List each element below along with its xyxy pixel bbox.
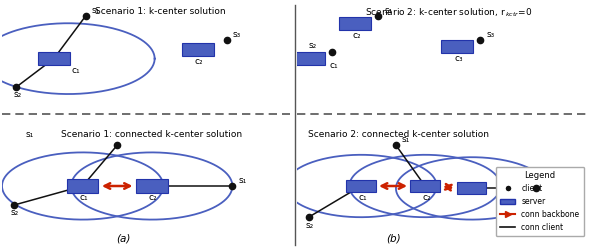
Text: c₁: c₁ <box>80 192 88 202</box>
Text: c₂: c₂ <box>149 192 158 202</box>
Text: s₃: s₃ <box>542 178 550 187</box>
Text: Scenario 1: k-center solution: Scenario 1: k-center solution <box>95 7 226 16</box>
Bar <box>182 43 214 56</box>
Text: c₂: c₂ <box>195 57 204 66</box>
Text: s₂: s₂ <box>306 222 314 230</box>
Text: s₁: s₁ <box>402 135 410 144</box>
Text: (b): (b) <box>386 234 401 243</box>
Text: c₁: c₁ <box>329 62 337 70</box>
Bar <box>346 180 376 192</box>
Text: c₂: c₂ <box>352 31 361 40</box>
Bar <box>411 180 440 192</box>
Text: s₁: s₁ <box>238 176 247 185</box>
Bar <box>339 17 371 30</box>
Bar <box>293 52 324 65</box>
Bar <box>38 52 70 65</box>
Text: s₂: s₂ <box>14 90 22 99</box>
Text: (a): (a) <box>116 234 130 243</box>
Bar <box>441 40 473 53</box>
Bar <box>136 180 168 192</box>
Text: s₂: s₂ <box>309 42 317 50</box>
Text: c₁: c₁ <box>358 192 367 202</box>
Text: c₂: c₂ <box>422 192 431 202</box>
Text: Scenario 2: connected k-center solution: Scenario 2: connected k-center solution <box>309 130 489 138</box>
Bar <box>67 180 99 192</box>
Text: s₃: s₃ <box>486 30 494 38</box>
Text: s₃: s₃ <box>232 30 241 38</box>
Legend: client, server, conn backbone, conn client: client, server, conn backbone, conn clie… <box>496 167 584 236</box>
Text: s₁: s₁ <box>25 130 33 138</box>
Text: Scenario 2: k-center solution, r$_{\/kctr}$=0: Scenario 2: k-center solution, r$_{\/kct… <box>365 7 532 19</box>
Text: s₂: s₂ <box>11 208 19 217</box>
Text: Scenario 1: connected k-center solution: Scenario 1: connected k-center solution <box>61 130 242 138</box>
Text: c₃: c₃ <box>454 54 463 63</box>
Bar <box>457 182 486 194</box>
Text: s₁: s₁ <box>384 6 392 15</box>
Text: s₁: s₁ <box>91 6 100 15</box>
Text: c₁: c₁ <box>71 66 80 75</box>
